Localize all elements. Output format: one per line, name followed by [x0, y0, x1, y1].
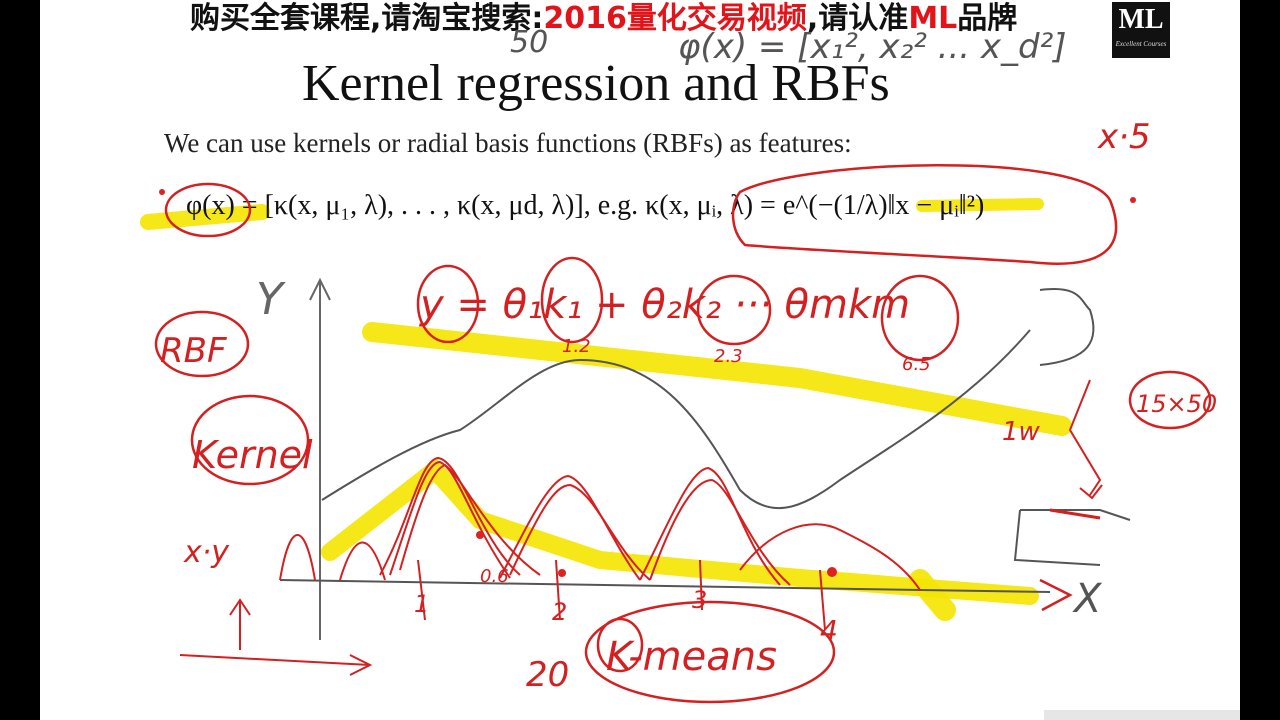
logo-tagline: Excellent Courses	[1115, 40, 1167, 48]
note-rbf: RBF	[160, 331, 227, 371]
x-arrow	[1039, 578, 1073, 612]
right-frame	[1240, 0, 1280, 720]
highlight-phi	[140, 204, 270, 230]
note-w2: 2.3	[714, 346, 743, 367]
red-dot	[476, 531, 484, 539]
note-1w: 1w	[1002, 417, 1041, 447]
note-tick-4: 4	[820, 614, 838, 647]
circle-kernel	[190, 394, 310, 486]
note-xy: x·y	[183, 535, 230, 570]
red-dot	[558, 569, 566, 577]
right-bracket	[1039, 288, 1095, 366]
note-kmeans: K-means	[606, 634, 777, 680]
circle-k	[596, 617, 644, 673]
note-x5: x·5	[1097, 117, 1151, 157]
circle-theta1	[540, 256, 604, 344]
plot-x-axis	[279, 579, 1051, 593]
note-tick-1: 1	[414, 590, 429, 618]
banner-text-3: ,请认准	[806, 1, 909, 36]
box-bracket	[1013, 509, 1131, 566]
plot-y-axis	[309, 277, 331, 640]
bottom-left-arrows	[179, 598, 373, 676]
note-kernel: Kernel	[192, 433, 313, 477]
left-frame	[0, 0, 40, 720]
red-dot	[159, 189, 165, 195]
highlight-end	[909, 569, 956, 621]
note-phi: φ(x) = [x₁², x₂² ... x_d²]	[678, 27, 1066, 67]
annotation-layer: φ(x) = [x₁², x₂² ... x_d²] 50 x·5 Y RBF …	[154, 25, 1217, 704]
circle-thetam	[880, 274, 960, 362]
ml-logo: ML Excellent Courses	[1112, 2, 1170, 58]
banner-text-5: 品牌	[957, 1, 1018, 36]
note-x-axis: X	[1072, 576, 1103, 622]
circle-size	[1128, 370, 1212, 430]
highlight-layer	[140, 198, 1072, 621]
red-underline	[1049, 508, 1101, 520]
promo-banner: 购买全套课程,请淘宝搜索:2016量化交易视频,请认准ML品牌	[190, 0, 1130, 40]
logo-text: ML	[1118, 4, 1164, 35]
banner-text-4: ML	[908, 1, 958, 36]
note-size: 15×50	[1136, 390, 1217, 418]
slide-subtitle: We can use kernels or radial basis funct…	[164, 128, 852, 158]
banner-text-1: 购买全套课程,请淘宝搜索:	[190, 1, 544, 36]
note-fifty: 50	[510, 25, 548, 60]
circle-y	[416, 264, 480, 344]
data-curve	[321, 329, 1031, 510]
note-w1: 1.2	[562, 336, 591, 357]
x-ticks	[417, 559, 826, 631]
circle-theta2	[696, 274, 772, 346]
banner-text-2: 2016量化交易视频	[543, 1, 807, 36]
circle-rbf	[154, 310, 250, 378]
note-twenty: 20	[526, 655, 569, 695]
note-wm: 6.5	[902, 354, 931, 375]
slide: 购买全套课程,请淘宝搜索:2016量化交易视频,请认准ML品牌 ML Excel…	[40, 0, 1240, 720]
circle-phi	[164, 182, 252, 238]
highlight-band	[362, 322, 1072, 436]
red-dot	[827, 567, 837, 577]
note-zero-six: 0.6	[480, 566, 509, 587]
bottom-bar	[1044, 710, 1240, 720]
slide-title: Kernel regression and RBFs	[302, 55, 890, 112]
kernel-bumps	[279, 456, 921, 591]
note-tick-3: 3	[692, 586, 707, 614]
rbf-formula: φ(x) = [κ(x, μ₁, λ), . . . , κ(x, μd, λ)…	[186, 190, 985, 221]
red-dot	[1130, 197, 1136, 203]
circle-kernel-def	[731, 164, 1118, 265]
highlight-mu	[916, 198, 1044, 212]
highlight-curve	[321, 457, 1039, 605]
arrow-down	[1068, 379, 1103, 500]
circle-kmeans	[584, 600, 836, 704]
note-equation: y = θ₁k₁ + θ₂k₂ ··· θmkm	[419, 282, 910, 328]
note-y-axis: Y	[256, 274, 286, 325]
note-tick-2: 2	[552, 598, 567, 626]
